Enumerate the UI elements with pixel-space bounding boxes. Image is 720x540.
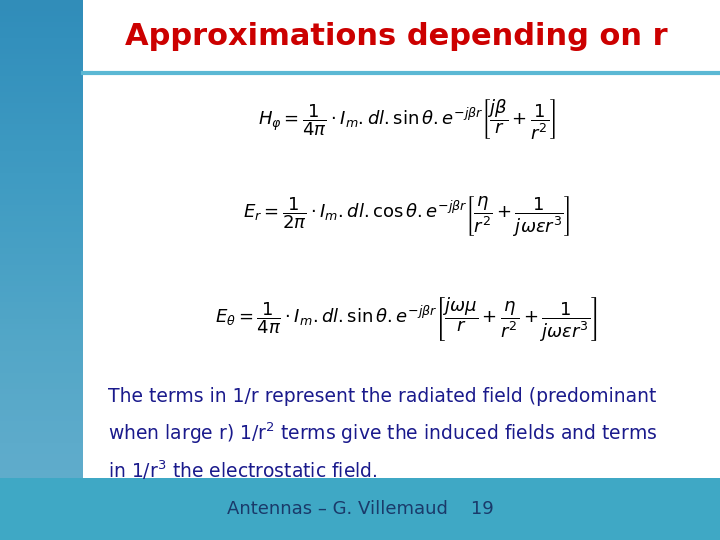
Text: $E_r = \dfrac{1}{2\pi} \cdot I_m.dl.\cos\theta.e^{-j\beta r} \left[ \dfrac{\eta}: $E_r = \dfrac{1}{2\pi} \cdot I_m.dl.\cos… — [243, 194, 570, 238]
Text: $H_{\varphi} = \dfrac{1}{4\pi} \cdot I_m.dl.\sin\theta.e^{-j\beta r} \left[ \dfr: $H_{\varphi} = \dfrac{1}{4\pi} \cdot I_m… — [258, 97, 556, 141]
Text: The terms in 1/r represent the radiated field (predominant: The terms in 1/r represent the radiated … — [108, 387, 657, 407]
Bar — [0, 478, 720, 540]
Text: when large r) 1/r$^2$ terms give the induced fields and terms: when large r) 1/r$^2$ terms give the ind… — [108, 421, 657, 447]
Bar — [83, 0, 720, 73]
Text: $E_{\theta} = \dfrac{1}{4\pi} \cdot I_m.dl.\sin\theta.e^{-j\beta r} \left[ \dfra: $E_{\theta} = \dfrac{1}{4\pi} \cdot I_m.… — [215, 295, 598, 342]
Bar — [0, 0, 83, 540]
Bar — [83, 73, 720, 478]
Text: Approximations depending on r: Approximations depending on r — [125, 22, 667, 51]
Text: in 1/r$^3$ the electrostatic field.: in 1/r$^3$ the electrostatic field. — [108, 458, 378, 482]
Text: Antennas – G. Villemaud    19: Antennas – G. Villemaud 19 — [227, 500, 493, 518]
